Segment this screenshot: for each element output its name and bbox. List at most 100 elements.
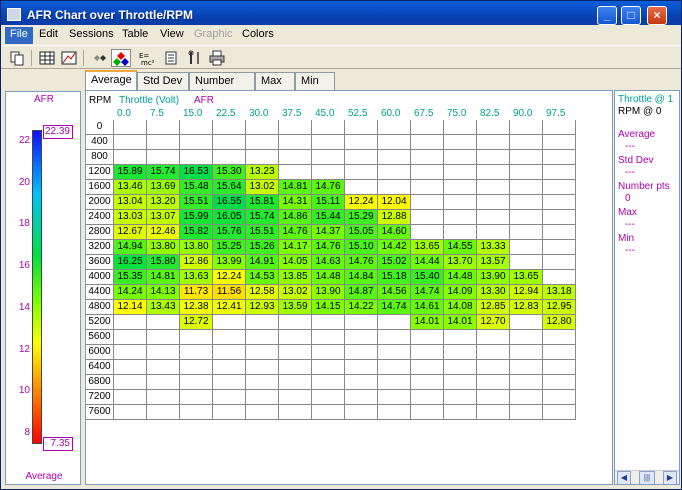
table-cell[interactable] (510, 210, 543, 225)
table-cell[interactable] (246, 150, 279, 165)
table-cell[interactable] (279, 330, 312, 345)
table-cell[interactable]: 12.83 (510, 300, 543, 315)
table-cell[interactable] (510, 180, 543, 195)
row-header[interactable]: 3600 (86, 255, 114, 270)
table-cell[interactable] (180, 345, 213, 360)
table-cell[interactable]: 12.80 (543, 315, 576, 330)
formula-icon[interactable]: E= mc² (137, 49, 157, 67)
table-cell[interactable] (510, 345, 543, 360)
table-cell[interactable] (180, 330, 213, 345)
table-cell[interactable]: 13.99 (213, 255, 246, 270)
print-icon[interactable] (207, 49, 227, 67)
table-cell[interactable] (345, 150, 378, 165)
table-cell[interactable] (444, 150, 477, 165)
table-cell[interactable] (543, 360, 576, 375)
table-cell[interactable] (543, 150, 576, 165)
table-cell[interactable] (279, 405, 312, 420)
table-cell[interactable] (345, 315, 378, 330)
table-cell[interactable]: 13.46 (114, 180, 147, 195)
row-header[interactable]: 6800 (86, 375, 114, 390)
table-cell[interactable] (510, 315, 543, 330)
menu-sessions[interactable]: Sessions (69, 28, 114, 40)
table-cell[interactable] (411, 405, 444, 420)
table-cell[interactable]: 13.57 (477, 255, 510, 270)
table-cell[interactable]: 12.95 (543, 300, 576, 315)
table-cell[interactable] (279, 150, 312, 165)
table-cell[interactable] (180, 390, 213, 405)
table-cell[interactable] (114, 375, 147, 390)
table-cell[interactable]: 15.76 (213, 225, 246, 240)
table-cell[interactable] (312, 150, 345, 165)
table-cell[interactable]: 15.44 (312, 210, 345, 225)
table-cell[interactable]: 16.53 (180, 165, 213, 180)
table-cell[interactable]: 14.09 (444, 285, 477, 300)
table-cell[interactable] (180, 150, 213, 165)
table-cell[interactable]: 15.18 (378, 270, 411, 285)
table-cell[interactable] (279, 135, 312, 150)
table-cell[interactable] (543, 240, 576, 255)
table-cell[interactable] (411, 345, 444, 360)
table-cell[interactable]: 12.86 (180, 255, 213, 270)
table-cell[interactable] (543, 270, 576, 285)
table-cell[interactable] (444, 120, 477, 135)
table-cell[interactable] (213, 120, 246, 135)
row-header[interactable]: 1200 (86, 165, 114, 180)
table-cell[interactable] (477, 225, 510, 240)
table-cell[interactable] (510, 150, 543, 165)
close-button[interactable]: × (647, 6, 667, 25)
table-cell[interactable] (543, 180, 576, 195)
table-cell[interactable] (411, 195, 444, 210)
table-cell[interactable]: 13.80 (147, 240, 180, 255)
table-cell[interactable] (213, 345, 246, 360)
horizontal-scrollbar[interactable]: ◀ ||| ▶ (615, 470, 679, 484)
table-cell[interactable]: 13.33 (477, 240, 510, 255)
row-header[interactable]: 3200 (86, 240, 114, 255)
table-cell[interactable] (477, 405, 510, 420)
table-cell[interactable] (246, 120, 279, 135)
table-cell[interactable]: 14.74 (411, 285, 444, 300)
table-view-icon[interactable] (37, 49, 57, 67)
table-cell[interactable] (246, 315, 279, 330)
table-cell[interactable]: 13.85 (279, 270, 312, 285)
table-cell[interactable] (345, 330, 378, 345)
table-cell[interactable] (378, 150, 411, 165)
table-cell[interactable]: 14.84 (345, 270, 378, 285)
table-cell[interactable] (246, 330, 279, 345)
row-header[interactable]: 0 (86, 120, 114, 135)
tab-min[interactable]: Min (295, 72, 335, 90)
table-cell[interactable] (444, 195, 477, 210)
table-cell[interactable]: 14.87 (345, 285, 378, 300)
table-cell[interactable] (510, 255, 543, 270)
table-cell[interactable] (246, 405, 279, 420)
table-cell[interactable]: 12.67 (114, 225, 147, 240)
scroll-left-icon[interactable]: ◀ (617, 471, 631, 484)
table-cell[interactable] (378, 375, 411, 390)
minimize-button[interactable]: _ (597, 6, 617, 25)
table-cell[interactable]: 14.05 (279, 255, 312, 270)
table-cell[interactable] (411, 210, 444, 225)
table-cell[interactable] (411, 225, 444, 240)
row-header[interactable]: 4000 (86, 270, 114, 285)
table-cell[interactable] (114, 315, 147, 330)
table-cell[interactable] (378, 165, 411, 180)
table-cell[interactable] (411, 135, 444, 150)
row-header[interactable]: 400 (86, 135, 114, 150)
table-cell[interactable] (147, 330, 180, 345)
table-cell[interactable]: 13.02 (279, 285, 312, 300)
table-cell[interactable] (345, 120, 378, 135)
table-cell[interactable] (543, 135, 576, 150)
table-cell[interactable]: 13.18 (543, 285, 576, 300)
table-cell[interactable] (411, 375, 444, 390)
table-cell[interactable]: 16.25 (114, 255, 147, 270)
table-cell[interactable] (312, 330, 345, 345)
table-cell[interactable] (444, 330, 477, 345)
table-cell[interactable] (312, 135, 345, 150)
table-cell[interactable] (213, 360, 246, 375)
table-cell[interactable]: 13.70 (444, 255, 477, 270)
table-cell[interactable]: 15.82 (180, 225, 213, 240)
table-cell[interactable] (147, 390, 180, 405)
column-header[interactable]: 37.5 (282, 108, 302, 119)
table-cell[interactable] (213, 150, 246, 165)
table-cell[interactable]: 15.11 (312, 195, 345, 210)
table-cell[interactable] (147, 315, 180, 330)
